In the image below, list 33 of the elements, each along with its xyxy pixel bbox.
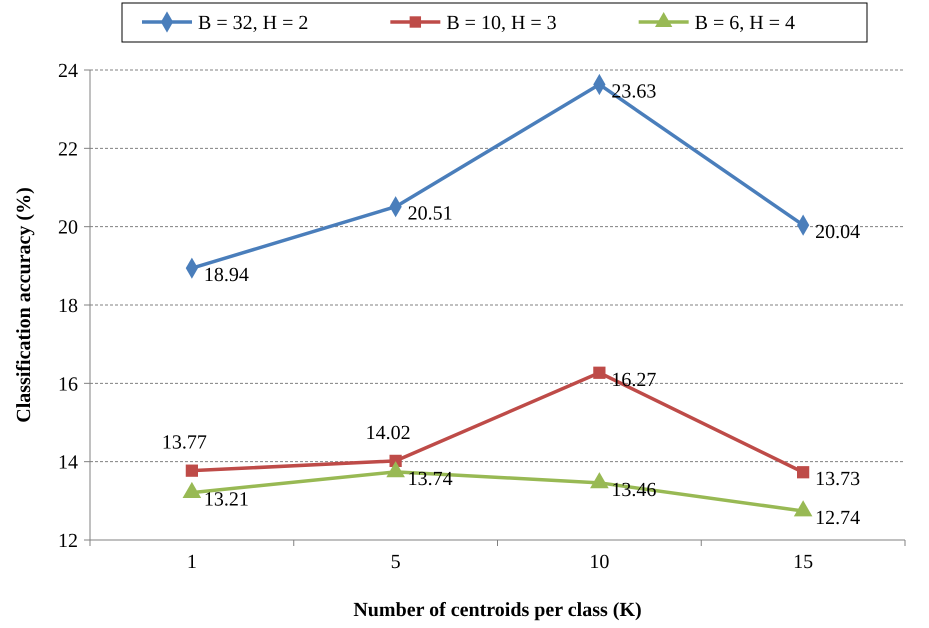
legend-label: B = 6, H = 4 <box>694 12 796 34</box>
point <box>593 366 606 379</box>
x-axis-title: Number of centroids per class (K) <box>353 599 642 621</box>
x-tick-label: 15 <box>793 551 814 573</box>
point <box>386 461 405 478</box>
x-tick-label: 10 <box>589 551 610 573</box>
point <box>182 482 202 498</box>
point <box>590 472 609 488</box>
data-label: 20.04 <box>815 221 860 244</box>
y-tick-label: 20 <box>58 216 78 239</box>
data-label: 13.21 <box>204 488 249 511</box>
data-label: 20.51 <box>408 202 453 225</box>
x-tick-label: 5 <box>390 551 401 573</box>
y-tick-label: 14 <box>58 452 78 474</box>
point <box>797 466 810 478</box>
data-label: 23.63 <box>611 80 656 102</box>
data-label: 13.77 <box>162 432 207 454</box>
legend-label: B = 10, H = 3 <box>446 12 557 34</box>
y-tick-label: 18 <box>58 295 78 317</box>
data-label: 18.94 <box>204 264 249 286</box>
y-tick-label: 16 <box>58 373 78 396</box>
y-axis-title: Classification accuracy (%) <box>13 187 35 423</box>
data-label: 16.27 <box>611 368 656 391</box>
point <box>186 464 198 477</box>
y-tick-label: 22 <box>58 138 78 160</box>
x-tick-label: 1 <box>186 551 197 573</box>
y-tick-label: 24 <box>58 60 78 82</box>
data-label: 12.74 <box>815 507 860 530</box>
point <box>794 500 812 516</box>
legend-label: B = 32, H = 2 <box>198 12 308 34</box>
y-tick-label: 12 <box>58 530 78 552</box>
data-label: 14.02 <box>366 422 411 444</box>
data-label: 13.73 <box>815 468 860 490</box>
